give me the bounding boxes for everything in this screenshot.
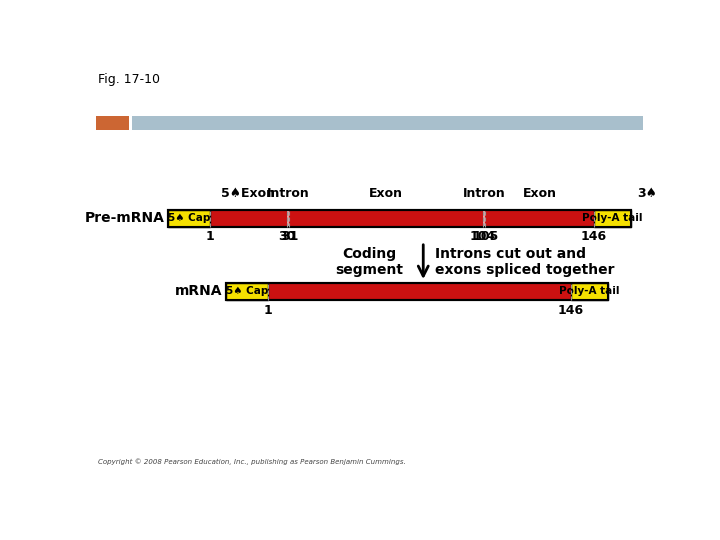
Bar [594,210,631,226]
Bar [287,210,289,226]
Text: 105: 105 [472,231,498,244]
Text: Exon: Exon [369,187,403,200]
Bar [570,283,608,300]
Text: 146: 146 [557,303,584,316]
Bar [225,283,269,300]
Text: mRNA: mRNA [175,284,222,298]
Bar [225,283,608,300]
Text: 1: 1 [206,231,215,244]
Bar [225,283,269,300]
Bar [132,117,644,130]
Bar [168,210,631,226]
Bar [168,210,631,226]
Text: Coding
segment: Coding segment [335,247,403,277]
Bar [594,210,631,226]
Text: Pre-mRNA: Pre-mRNA [84,211,164,225]
Text: 146: 146 [581,231,607,244]
Text: Fig. 17-10: Fig. 17-10 [98,72,160,85]
Text: 30: 30 [278,231,295,244]
Text: Poly-A tail: Poly-A tail [559,286,619,296]
Text: Copyright © 2008 Pearson Education, Inc., publishing as Pearson Benjamin Cumming: Copyright © 2008 Pearson Education, Inc.… [98,458,405,465]
Bar [482,210,485,226]
Text: Introns cut out and
exons spliced together: Introns cut out and exons spliced togeth… [435,247,614,277]
Text: Intron: Intron [267,187,310,200]
Text: 5♠ Cap: 5♠ Cap [168,213,210,223]
Text: Exon: Exon [523,187,557,200]
Text: 104: 104 [469,231,496,244]
Bar [168,210,210,226]
Text: 31: 31 [281,231,298,244]
Bar [168,210,210,226]
Bar [570,283,608,300]
Bar [225,283,608,300]
Text: 5♠Exon: 5♠Exon [222,187,276,200]
Text: Intron: Intron [462,187,505,200]
Text: 5♠ Cap: 5♠ Cap [226,286,268,296]
Text: 3♠: 3♠ [637,187,657,200]
Text: 1: 1 [264,303,273,316]
Bar [96,117,129,130]
Text: Poly-A tail: Poly-A tail [582,213,643,223]
